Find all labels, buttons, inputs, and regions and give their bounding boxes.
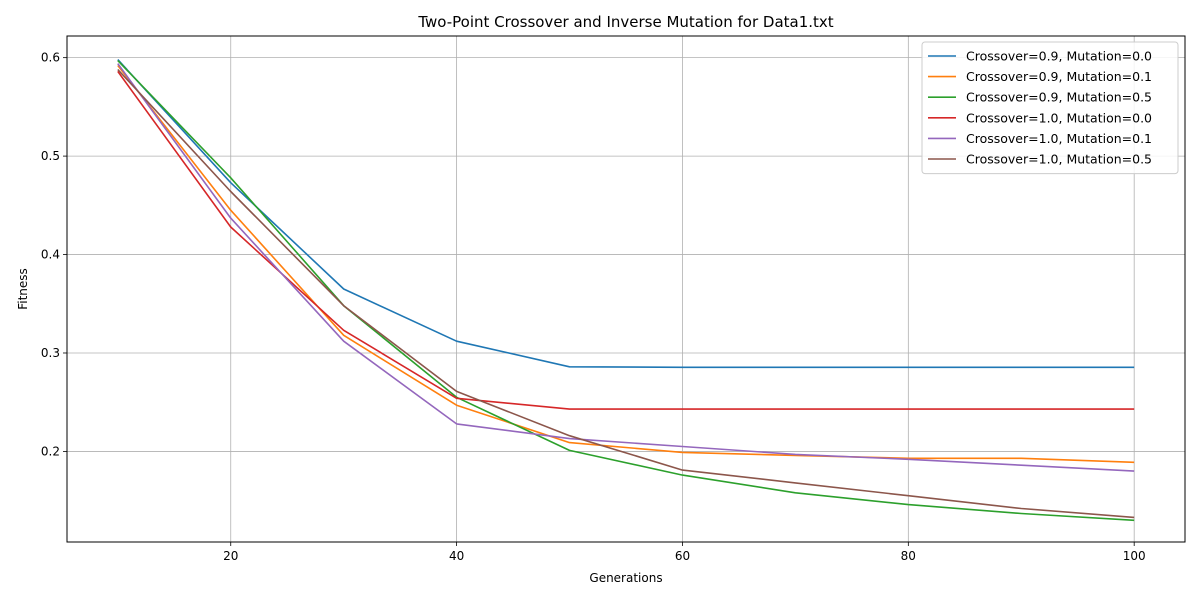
legend-label: Crossover=1.0, Mutation=0.5 <box>966 152 1152 167</box>
plot-frame <box>66 35 1186 543</box>
legend-label: Crossover=0.9, Mutation=0.1 <box>966 69 1152 84</box>
legend: Crossover=0.9, Mutation=0.0 Crossover=0.9… <box>921 41 1179 175</box>
series-line-3 <box>117 60 1135 522</box>
y-tick-label: 0.5 <box>41 149 60 163</box>
x-tick-label: 40 <box>449 549 464 563</box>
x-axis-ticks: 20 40 60 80 100 <box>223 542 1146 563</box>
series-lines <box>117 59 1135 522</box>
x-tick-label: 80 <box>901 549 916 563</box>
legend-label: Crossover=0.9, Mutation=0.5 <box>966 90 1152 105</box>
y-tick-label: 0.6 <box>41 51 60 65</box>
x-tick-label: 20 <box>223 549 238 563</box>
series-line-2 <box>117 65 1135 464</box>
y-tick-label: 0.3 <box>41 346 60 360</box>
x-tick-label: 60 <box>675 549 690 563</box>
y-axis-ticks: 0.2 0.3 0.4 0.5 0.6 <box>41 51 67 458</box>
legend-box <box>921 41 1179 175</box>
series-line-6 <box>117 68 1135 519</box>
legend-label: Crossover=1.0, Mutation=0.1 <box>966 131 1152 146</box>
chart-title: Two-Point Crossover and Inverse Mutation… <box>417 13 833 31</box>
legend-label: Crossover=1.0, Mutation=0.0 <box>966 110 1152 125</box>
x-tick-label: 100 <box>1123 549 1146 563</box>
legend-label: Crossover=0.9, Mutation=0.0 <box>966 49 1152 64</box>
y-tick-label: 0.4 <box>41 248 60 262</box>
y-tick-label: 0.2 <box>41 444 60 458</box>
series-line-1 <box>117 59 1135 369</box>
y-axis-label: Fitness <box>16 268 30 310</box>
x-axis-label: Generations <box>589 571 662 585</box>
series-line-5 <box>117 63 1135 472</box>
